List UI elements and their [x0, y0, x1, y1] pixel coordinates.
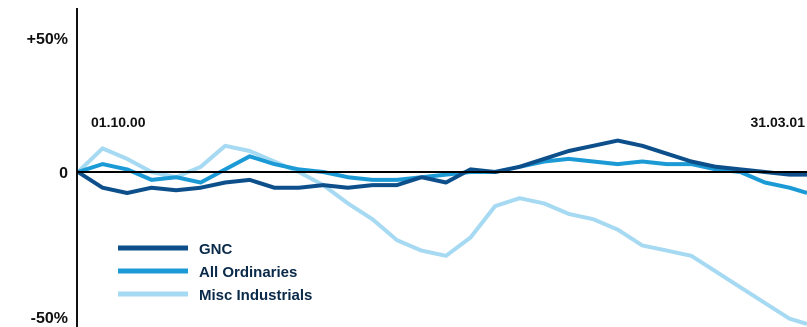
series-line-misc-industrials: [76, 143, 807, 326]
y-tick-label-zero: 0: [59, 165, 68, 182]
date-annotation-start: 01.10.00: [91, 114, 146, 130]
legend-label-gnc: GNC: [199, 241, 233, 258]
series-line-all-ordinaries: [77, 154, 807, 195]
y-tick-label-top: +50%: [27, 31, 68, 48]
legend-label-all-ordinaries: All Ordinaries: [199, 264, 297, 281]
date-annotation-end: 31.03.01: [751, 114, 806, 130]
series-line-gnc: [76, 138, 807, 195]
legend-label-misc-industrials: Misc Industrials: [199, 287, 312, 304]
series-layer: [76, 138, 807, 326]
legend: GNC All Ordinaries Misc Industrials: [118, 241, 312, 304]
y-tick-label-bottom: -50%: [31, 310, 68, 327]
